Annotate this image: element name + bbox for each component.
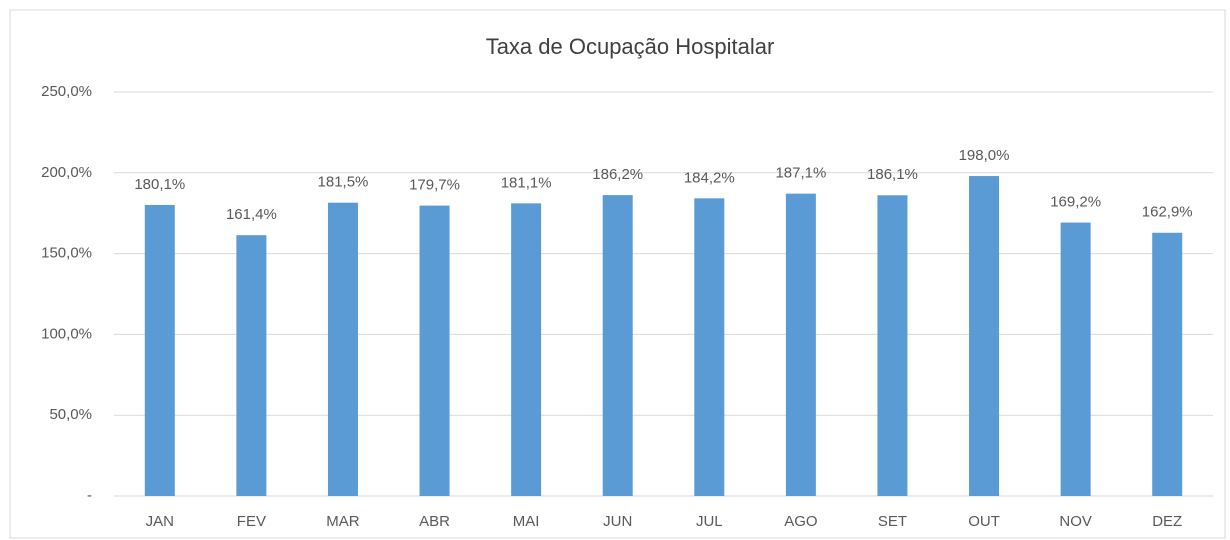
y-tick-label: 50,0% [49, 406, 92, 423]
x-tick-label: MAI [513, 513, 540, 530]
bar [511, 203, 542, 496]
value-label: 186,2% [592, 166, 643, 183]
value-label: 179,7% [409, 177, 460, 194]
bar [236, 235, 267, 496]
bar [602, 195, 633, 496]
value-label: 184,2% [684, 169, 735, 186]
chart-title: Taxa de Ocupação Hospitalar [486, 34, 775, 59]
y-tick-label: 200,0% [41, 164, 92, 181]
value-label: 181,1% [501, 174, 552, 191]
value-label: 187,1% [775, 165, 826, 182]
value-label: 198,0% [959, 147, 1010, 164]
bar [785, 193, 816, 496]
chart-border [9, 9, 1226, 539]
y-tick-label: 150,0% [41, 245, 92, 262]
bar [419, 205, 450, 496]
bar [877, 195, 908, 497]
bar [969, 176, 1000, 497]
value-label: 161,4% [226, 206, 277, 223]
value-label: 180,1% [134, 176, 185, 193]
x-tick-label: OUT [968, 513, 1000, 530]
x-tick-label: JUL [696, 513, 723, 530]
bar [694, 198, 725, 496]
x-tick-label: NOV [1059, 513, 1092, 530]
value-label: 186,1% [867, 166, 918, 183]
x-tick-label: JUN [603, 513, 632, 530]
x-tick-label: MAR [326, 513, 360, 530]
bar [327, 202, 358, 497]
y-tick-label: 250,0% [41, 83, 92, 100]
bar [1060, 222, 1091, 496]
bar [144, 204, 175, 496]
x-tick-label: AGO [784, 513, 817, 530]
x-tick-label: DEZ [1152, 513, 1182, 530]
value-label: 169,2% [1050, 194, 1101, 211]
x-tick-label: FEV [237, 513, 266, 530]
x-tick-label: JAN [146, 513, 174, 530]
value-label: 181,5% [318, 174, 369, 191]
x-tick-label: ABR [419, 513, 450, 530]
x-tick-label: SET [878, 513, 907, 530]
y-tick-label: 100,0% [41, 325, 92, 342]
value-label: 162,9% [1142, 204, 1193, 221]
y-tick-label: - [87, 487, 92, 504]
bar [1152, 232, 1183, 496]
